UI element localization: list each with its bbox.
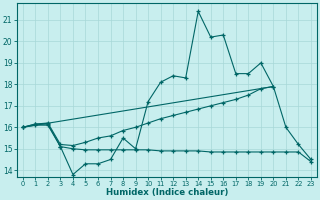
X-axis label: Humidex (Indice chaleur): Humidex (Indice chaleur) <box>106 188 228 197</box>
